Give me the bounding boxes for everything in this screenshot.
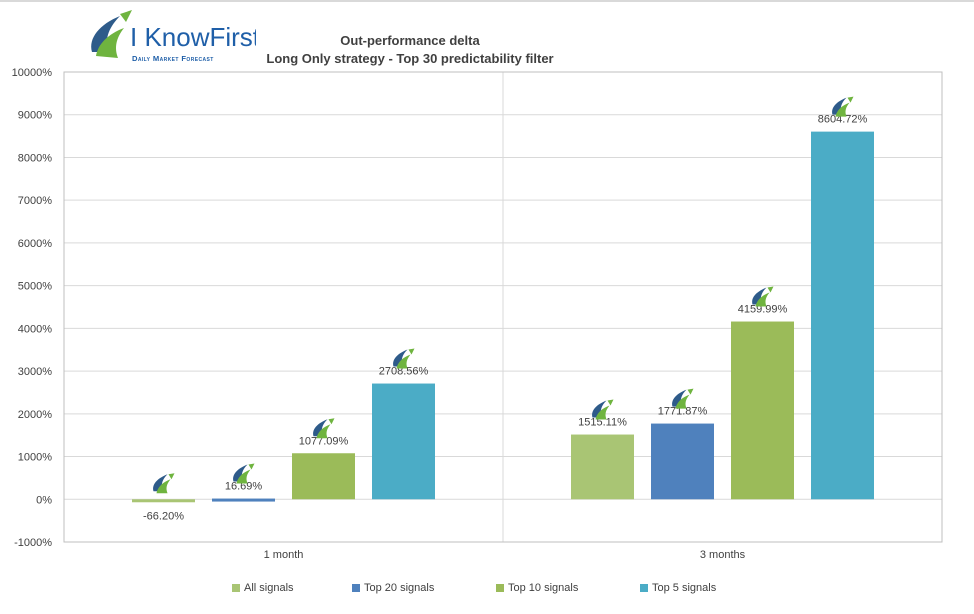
marker-swirl-icon [592, 399, 614, 420]
data-label: 8604.72% [818, 114, 868, 126]
y-tick-label: 0% [36, 494, 52, 506]
legend-label: All signals [244, 582, 294, 594]
bar [132, 499, 195, 503]
x-tick-label: 1 month [264, 549, 304, 561]
legend-label: Top 20 signals [364, 582, 435, 594]
marker-swirl-icon [672, 388, 694, 409]
legend-label: Top 10 signals [508, 582, 579, 594]
y-tick-label: 10000% [12, 67, 53, 79]
legend-label: Top 5 signals [652, 582, 717, 594]
marker-swirl-icon [832, 96, 854, 117]
y-tick-label: 1000% [18, 452, 52, 464]
top-border [0, 0, 974, 2]
y-tick-label: 4000% [18, 323, 52, 335]
legend-item-top-20-signals: Top 20 signals [352, 582, 434, 594]
data-label: 2708.56% [379, 366, 429, 378]
bar [212, 498, 275, 502]
data-label: 1515.11% [578, 417, 627, 429]
legend-item-all-signals: All signals [232, 582, 294, 594]
legend-item-top-10-signals: Top 10 signals [496, 582, 578, 594]
data-label: 4159.99% [738, 304, 788, 316]
logo-brand: I KnowFirst [130, 22, 256, 52]
y-tick-label: 5000% [18, 281, 52, 293]
chart-title: Out-performance delta Long Only strategy… [260, 32, 560, 68]
data-label: 16.69% [225, 481, 263, 493]
marker-swirl-icon [153, 473, 175, 494]
data-label: 1077.09% [299, 435, 349, 447]
logo-swirl-icon [91, 10, 132, 58]
plot-area-border [63, 71, 943, 543]
y-tick-label: 9000% [18, 110, 52, 122]
data-label: 1771.87% [658, 406, 708, 418]
bar [571, 434, 634, 500]
bar [811, 131, 874, 500]
legend-swatch [232, 584, 240, 592]
y-tick-label: 3000% [18, 366, 52, 378]
legend: All signals Top 20 signals Top 10 signal… [0, 582, 974, 602]
bar [651, 423, 714, 500]
logo-tagline: Daily Market Forecast [132, 54, 214, 63]
bars [132, 131, 874, 503]
y-tick-label: 7000% [18, 195, 52, 207]
y-tick-label: 8000% [18, 152, 52, 164]
y-tick-label: -1000% [14, 537, 52, 549]
legend-swatch [352, 584, 360, 592]
chart-title-line-2: Long Only strategy - Top 30 predictabili… [266, 51, 554, 66]
logo: I KnowFirst Daily Market Forecast [91, 10, 256, 63]
legend-swatch [496, 584, 504, 592]
y-tick-label: 6000% [18, 238, 52, 250]
data-labels: -66.20% 1515.11% 16.69% 1771.87% 1077.09% 415… [143, 96, 868, 522]
marker-swirl-icon [393, 348, 415, 369]
x-tick-label: 3 months [700, 549, 746, 561]
marker-swirl-icon [233, 463, 255, 484]
axes: -1000% 0% 1000% 2000% 3000% 4000% 5000% 6000% 70… [12, 67, 943, 561]
bar [731, 321, 794, 500]
legend-item-top-5-signals: Top 5 signals [640, 582, 716, 594]
legend-swatch [640, 584, 648, 592]
marker-swirl-icon [752, 286, 774, 307]
bar [292, 453, 355, 500]
bar [372, 383, 435, 500]
gridlines [64, 71, 942, 543]
marker-swirl-icon [313, 418, 335, 439]
y-tick-label: 2000% [18, 409, 52, 421]
data-label: -66.20% [143, 510, 184, 522]
chart-title-line-1: Out-performance delta [340, 33, 480, 48]
